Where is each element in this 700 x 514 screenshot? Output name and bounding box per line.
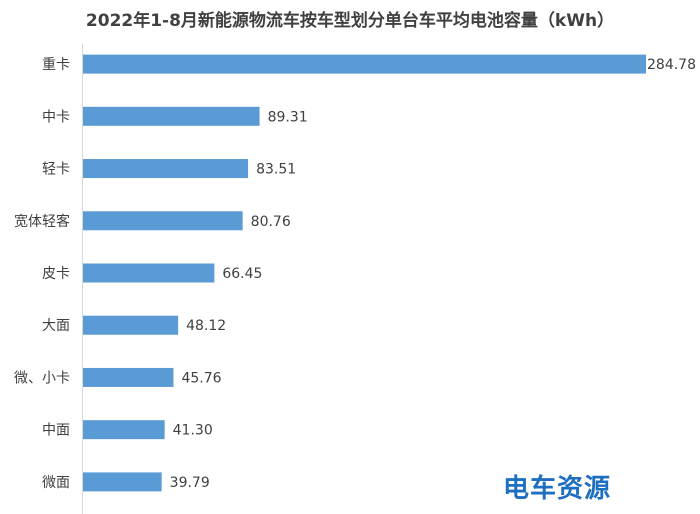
category-label: 重卡 bbox=[42, 57, 70, 73]
category-label: 中卡 bbox=[42, 109, 70, 125]
bar-1 bbox=[83, 106, 260, 126]
bar-6 bbox=[83, 367, 174, 387]
value-label: 80.76 bbox=[251, 214, 291, 230]
bar-2 bbox=[83, 159, 249, 179]
category-label: 中面 bbox=[42, 423, 70, 439]
value-label: 83.51 bbox=[256, 162, 296, 178]
category-label: 微面 bbox=[42, 475, 70, 491]
category-label: 宽体轻客 bbox=[14, 213, 70, 230]
value-label: 45.76 bbox=[181, 370, 221, 386]
bar-5 bbox=[83, 315, 179, 335]
category-label: 大面 bbox=[42, 318, 70, 334]
chart-title: 2022年1-8月新能源物流车按车型划分单台车平均电池容量（kWh） bbox=[85, 11, 615, 31]
category-label: 轻卡 bbox=[42, 162, 70, 178]
value-label: 89.31 bbox=[268, 109, 308, 125]
watermark-logo: 电车资源 bbox=[503, 474, 612, 504]
bar-7 bbox=[83, 420, 165, 440]
category-label: 皮卡 bbox=[42, 266, 70, 282]
value-label: 41.30 bbox=[173, 423, 213, 439]
bars-group: 重卡 284.78 中卡 89.31 轻卡 83.51 宽体轻客 80.76 皮卡 66.45 大面… bbox=[14, 54, 696, 492]
bar-4 bbox=[83, 263, 215, 283]
bar-0 bbox=[83, 54, 646, 74]
value-label: 66.45 bbox=[222, 266, 262, 282]
bar-8 bbox=[83, 472, 162, 492]
value-label: 39.79 bbox=[170, 475, 210, 491]
bar-3 bbox=[83, 211, 243, 231]
value-label: 48.12 bbox=[186, 318, 226, 334]
category-label: 微、小卡 bbox=[14, 370, 70, 386]
value-label: 284.78 bbox=[647, 57, 696, 73]
